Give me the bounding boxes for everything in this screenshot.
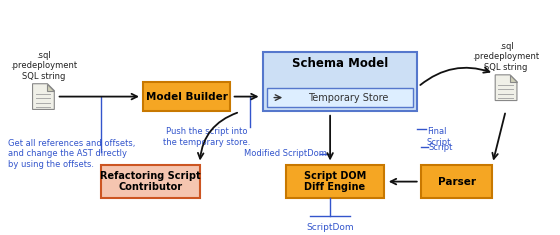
Text: Script: Script (429, 142, 454, 152)
Polygon shape (32, 84, 54, 110)
Text: Modified ScriptDom: Modified ScriptDom (244, 149, 327, 158)
Text: .sql
.predeployment
SQL string: .sql .predeployment SQL string (10, 51, 77, 81)
FancyBboxPatch shape (267, 88, 413, 107)
FancyBboxPatch shape (421, 165, 492, 198)
Polygon shape (510, 75, 517, 82)
Text: Final
Script: Final Script (427, 127, 451, 147)
FancyBboxPatch shape (286, 165, 385, 198)
Text: ScriptDom: ScriptDom (306, 223, 354, 232)
Polygon shape (48, 84, 54, 91)
Text: .sql
.predeployment
SQL string: .sql .predeployment SQL string (473, 42, 540, 72)
Text: Schema Model: Schema Model (292, 58, 388, 70)
Text: Push the script into
the temporary store.: Push the script into the temporary store… (163, 127, 250, 147)
Text: Temporary Store: Temporary Store (307, 93, 388, 102)
Text: Refactoring Script
Contributor: Refactoring Script Contributor (100, 171, 200, 192)
Polygon shape (495, 75, 517, 101)
Text: Model Builder: Model Builder (146, 92, 228, 102)
Text: Get all references and offsets,
and change the AST directly
by using the offsets: Get all references and offsets, and chan… (8, 139, 135, 169)
Text: Script DOM
Diff Engine: Script DOM Diff Engine (304, 171, 366, 192)
FancyBboxPatch shape (263, 52, 417, 111)
Text: Parser: Parser (438, 176, 475, 187)
FancyBboxPatch shape (101, 165, 199, 198)
FancyBboxPatch shape (143, 82, 230, 111)
